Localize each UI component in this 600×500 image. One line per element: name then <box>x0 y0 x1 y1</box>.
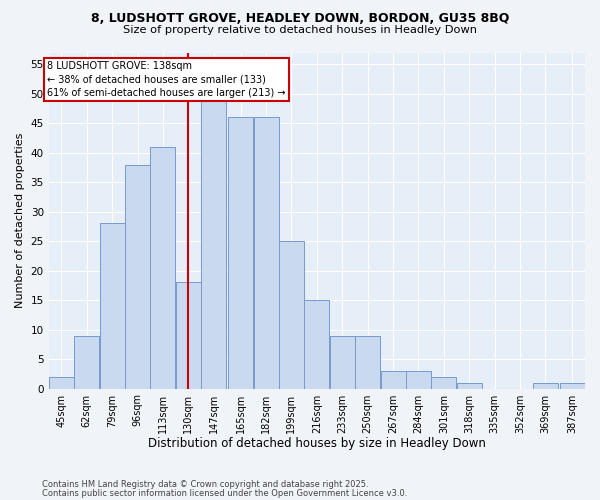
Bar <box>431 377 456 388</box>
Text: 8, LUDSHOTT GROVE, HEADLEY DOWN, BORDON, GU35 8BQ: 8, LUDSHOTT GROVE, HEADLEY DOWN, BORDON,… <box>91 12 509 26</box>
Bar <box>228 118 253 388</box>
Bar <box>176 282 201 389</box>
Bar <box>151 147 175 388</box>
Text: Contains public sector information licensed under the Open Government Licence v3: Contains public sector information licen… <box>42 489 407 498</box>
Bar <box>201 82 226 388</box>
Bar <box>49 377 74 388</box>
Bar <box>560 382 585 388</box>
Bar <box>533 382 558 388</box>
Bar <box>125 164 150 388</box>
Text: 8 LUDSHOTT GROVE: 138sqm
← 38% of detached houses are smaller (133)
61% of semi-: 8 LUDSHOTT GROVE: 138sqm ← 38% of detach… <box>47 62 286 98</box>
Bar <box>406 371 431 388</box>
Y-axis label: Number of detached properties: Number of detached properties <box>15 133 25 308</box>
Bar <box>355 336 380 388</box>
Bar <box>304 300 329 388</box>
X-axis label: Distribution of detached houses by size in Headley Down: Distribution of detached houses by size … <box>148 437 486 450</box>
Bar <box>279 241 304 388</box>
Bar <box>457 382 482 388</box>
Bar <box>380 371 406 388</box>
Text: Contains HM Land Registry data © Crown copyright and database right 2025.: Contains HM Land Registry data © Crown c… <box>42 480 368 489</box>
Bar <box>254 118 278 388</box>
Bar <box>330 336 355 388</box>
Text: Size of property relative to detached houses in Headley Down: Size of property relative to detached ho… <box>123 25 477 35</box>
Bar <box>100 224 125 388</box>
Bar <box>74 336 99 388</box>
